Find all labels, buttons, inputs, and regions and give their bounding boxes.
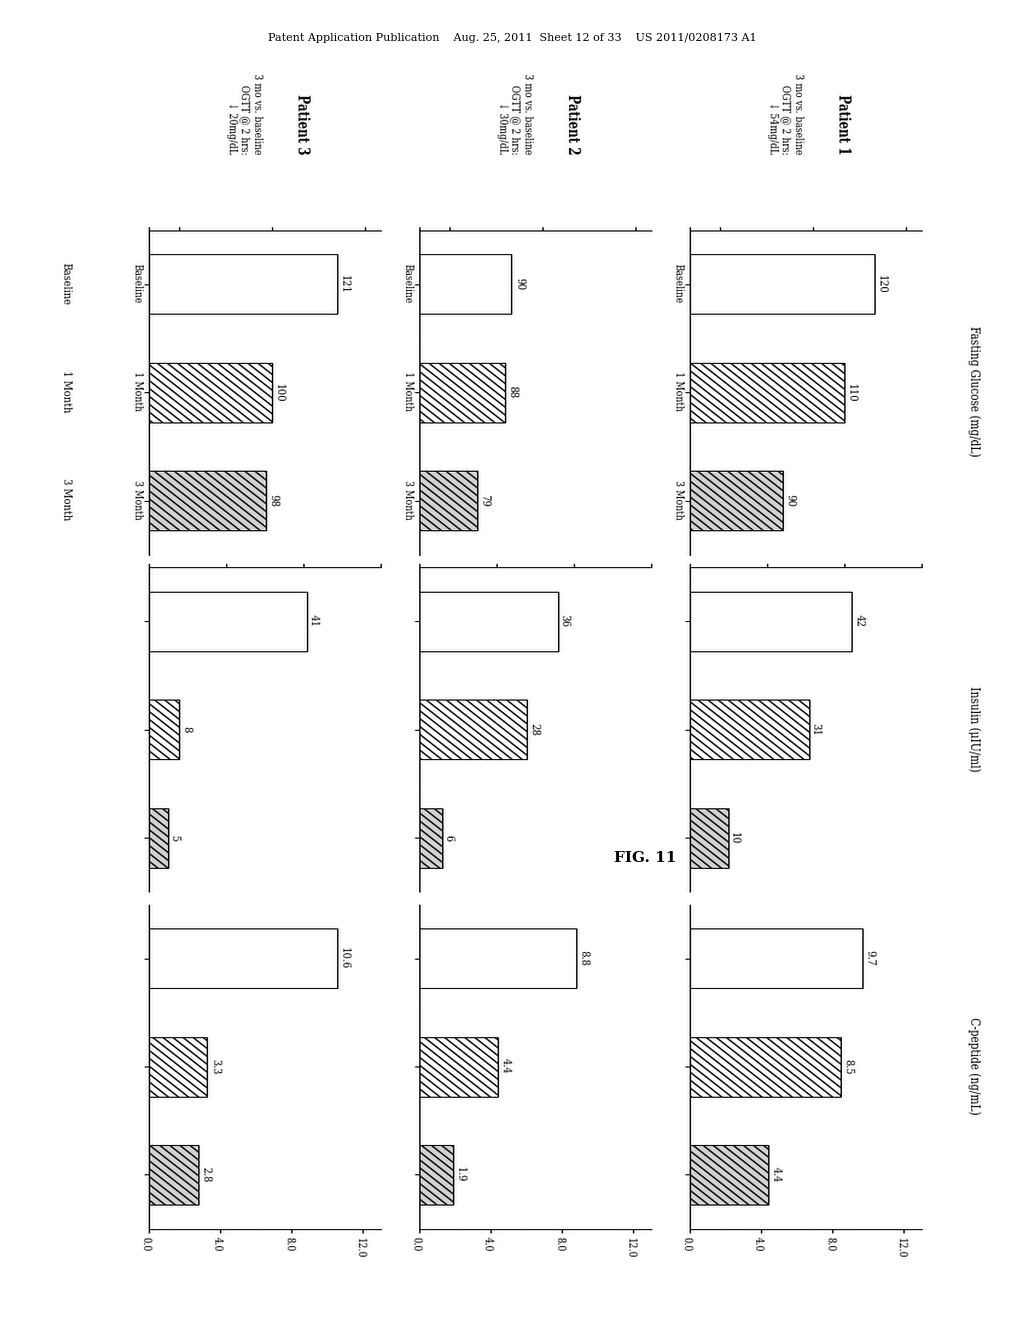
Text: FIG. 11: FIG. 11	[614, 851, 676, 865]
Text: Patent Application Publication    Aug. 25, 2011  Sheet 12 of 33    US 2011/02081: Patent Application Publication Aug. 25, …	[267, 33, 757, 44]
